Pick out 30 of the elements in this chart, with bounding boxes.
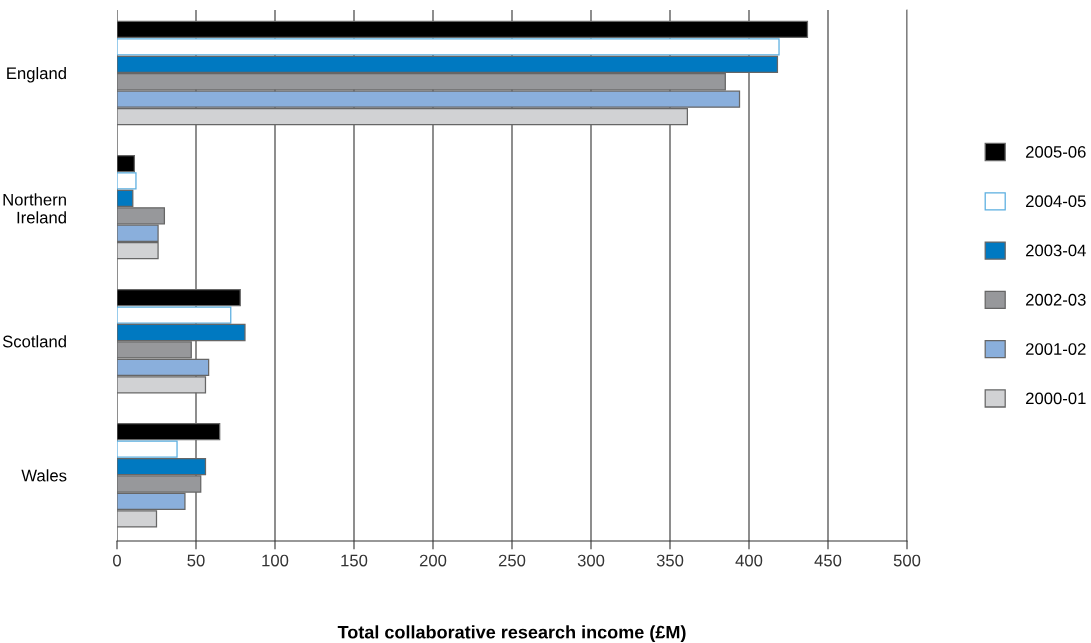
bar (117, 440, 178, 458)
x-tick-label: 300 (577, 554, 605, 567)
legend-label: 2005-06 (1026, 145, 1086, 158)
legend-label: 2002-03 (1026, 293, 1086, 306)
y-tick-label: England (7, 66, 66, 83)
legend-label: 2000-01 (1026, 392, 1086, 405)
y-tick-label: Wales (21, 469, 67, 482)
legend-label: 2003-04 (1026, 244, 1086, 257)
y-tick-label: Northern Ireland (3, 193, 66, 224)
x-tick-label: 50 (187, 554, 205, 567)
bar (117, 20, 809, 39)
bar (117, 172, 137, 190)
x-tick-label: 0 (113, 554, 121, 567)
legend-label: 2004-05 (1026, 195, 1086, 208)
x-tick-label: 200 (419, 554, 447, 567)
bar (117, 306, 232, 324)
x-tick-label: 100 (262, 554, 289, 567)
bar (117, 288, 241, 307)
x-tick-label: 450 (814, 554, 842, 567)
bar (117, 38, 780, 56)
x-tick-label: 250 (498, 554, 526, 567)
y-tick-label: Scotland (2, 335, 66, 348)
x-tick-label: 400 (735, 554, 763, 567)
legend-label: 2001-02 (1026, 343, 1086, 355)
x-tick-label: 350 (656, 554, 684, 567)
x-tick-label: 150 (341, 554, 368, 567)
bar (117, 423, 221, 441)
bar (117, 154, 136, 173)
x-axis-title: Total collaborative research income (£M) (337, 625, 686, 643)
x-tick-label: 500 (893, 554, 921, 567)
